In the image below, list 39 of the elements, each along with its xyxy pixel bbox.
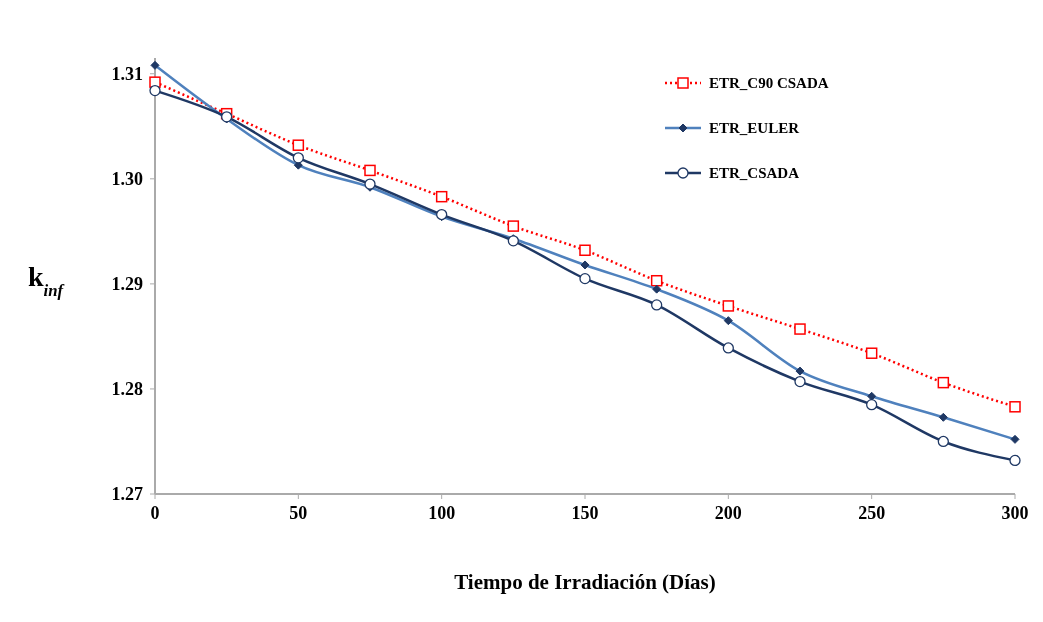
point xyxy=(507,220,520,232)
x-tick-label: 250 xyxy=(858,503,886,523)
y-tick-label: 1.31 xyxy=(111,63,143,84)
y-tick-label: 1.29 xyxy=(111,273,143,294)
x-tick-label: 150 xyxy=(571,503,599,523)
point xyxy=(1009,401,1021,413)
point xyxy=(149,84,161,97)
point xyxy=(651,299,663,311)
point xyxy=(794,375,806,388)
y-tick-label: 1.27 xyxy=(111,484,143,504)
x-tick-label: 100 xyxy=(428,503,456,523)
y-tick-label: 1.30 xyxy=(111,168,143,189)
point xyxy=(937,376,950,389)
point xyxy=(865,347,878,359)
point xyxy=(436,208,448,221)
x-tick-label: 200 xyxy=(714,503,742,523)
legend-label: ETR_EULER xyxy=(709,120,800,136)
point xyxy=(722,300,735,312)
point xyxy=(579,244,591,257)
point xyxy=(364,178,376,190)
legend-label: ETR_C90 CSADA xyxy=(709,75,829,91)
point xyxy=(292,152,304,164)
point xyxy=(937,435,949,448)
point xyxy=(794,323,806,335)
point xyxy=(579,272,591,285)
point xyxy=(435,190,448,203)
point xyxy=(866,399,878,411)
legend-label: ETR_CSADA xyxy=(709,165,800,181)
point xyxy=(1009,454,1021,467)
point xyxy=(650,274,663,287)
x-tick-label: 300 xyxy=(1001,503,1029,523)
x-tick-label: 50 xyxy=(289,503,308,523)
point xyxy=(292,139,305,151)
point xyxy=(364,164,376,177)
y-tick-label: 1.28 xyxy=(111,378,143,399)
y-axis-title: k$_{inf}$ xyxy=(28,261,65,300)
x-axis-title: Tiempo de Irradiación (Días) xyxy=(454,570,716,594)
point xyxy=(722,342,734,354)
x-tick-label: 0 xyxy=(150,503,160,523)
